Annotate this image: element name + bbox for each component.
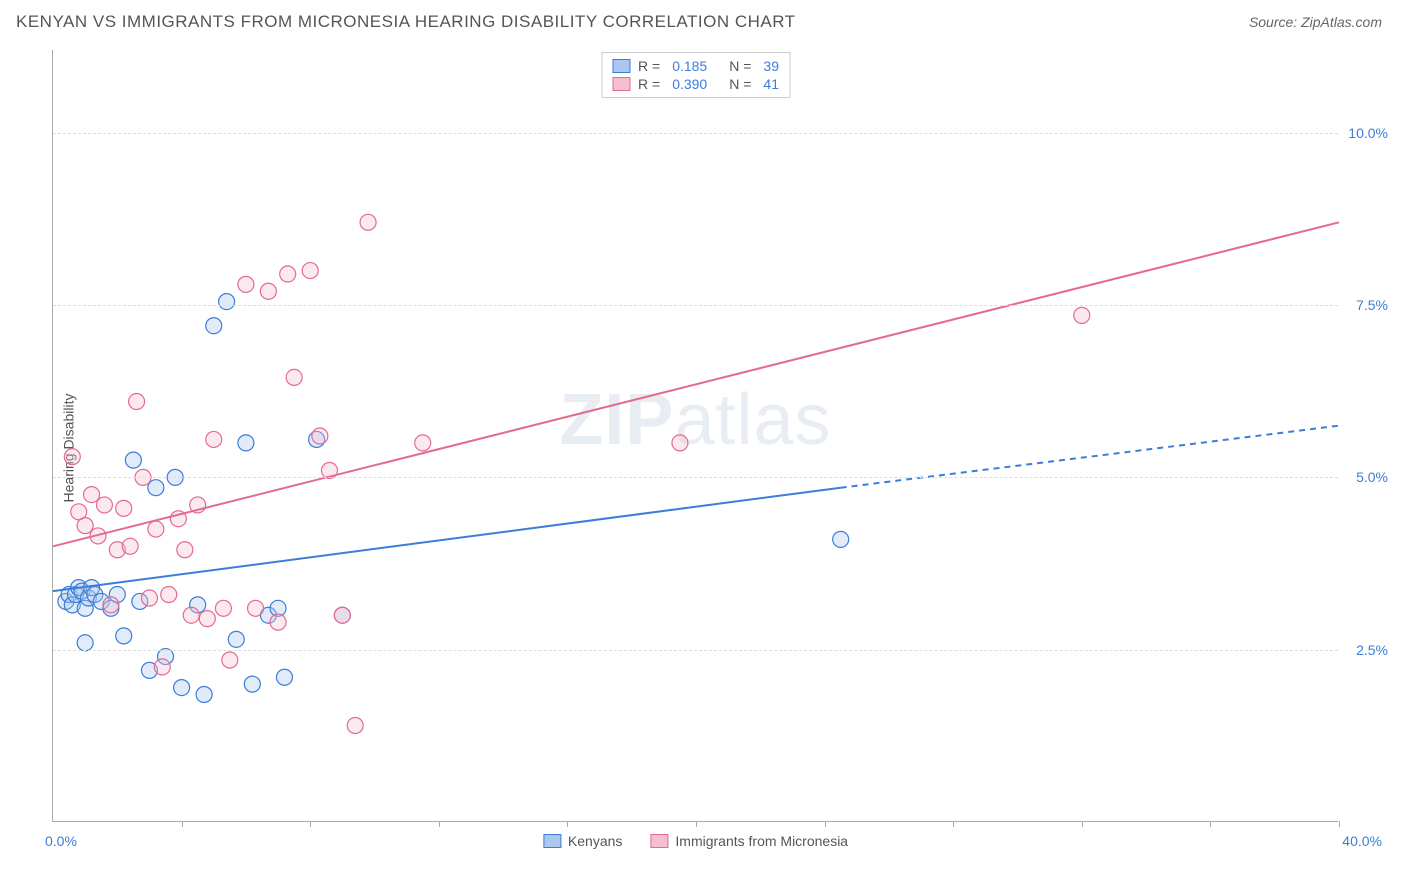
data-point (312, 428, 328, 444)
regression-line (53, 222, 1339, 546)
x-tick (182, 821, 183, 827)
data-point (174, 680, 190, 696)
data-point (276, 669, 292, 685)
data-point (238, 435, 254, 451)
legend-swatch (650, 834, 668, 848)
legend-n-value: 39 (763, 58, 779, 74)
data-point (222, 652, 238, 668)
data-point (215, 600, 231, 616)
data-point (116, 628, 132, 644)
y-tick-label: 7.5% (1342, 297, 1388, 313)
data-point (116, 500, 132, 516)
x-tick (1082, 821, 1083, 827)
gridline (53, 650, 1338, 651)
data-point (199, 611, 215, 627)
data-point (302, 263, 318, 279)
x-axis-min-label: 0.0% (45, 833, 77, 849)
data-point (1074, 307, 1090, 323)
data-point (238, 276, 254, 292)
data-point (286, 369, 302, 385)
series-name: Kenyans (568, 833, 622, 849)
x-tick (439, 821, 440, 827)
gridline (53, 477, 1338, 478)
legend-r-label: R = (638, 76, 660, 92)
data-point (64, 449, 80, 465)
data-point (833, 531, 849, 547)
scatter-plot-svg (53, 50, 1339, 822)
stats-legend-row: R = 0.390 N = 41 (612, 75, 779, 93)
regression-line (53, 488, 841, 591)
data-point (96, 497, 112, 513)
gridline (53, 133, 1338, 134)
source-attribution: Source: ZipAtlas.com (1249, 14, 1382, 30)
data-point (206, 318, 222, 334)
y-tick-label: 10.0% (1342, 125, 1388, 141)
x-tick (1210, 821, 1211, 827)
data-point (280, 266, 296, 282)
y-tick-label: 5.0% (1342, 469, 1388, 485)
data-point (206, 431, 222, 447)
data-point (177, 542, 193, 558)
data-point (103, 597, 119, 613)
regression-line-extrapolated (841, 426, 1339, 488)
plot-area: ZIPatlas R =0.185N =39R =0.390N =41 0.0%… (52, 50, 1338, 822)
legend-n-value: 41 (763, 76, 779, 92)
stats-legend-row: R = 0.185 N = 39 (612, 57, 779, 75)
legend-swatch (543, 834, 561, 848)
series-legend: Kenyans Immigrants from Micronesia (543, 833, 848, 849)
data-point (347, 718, 363, 734)
data-point (125, 452, 141, 468)
x-tick (567, 821, 568, 827)
data-point (260, 283, 276, 299)
legend-r-value: 0.185 (672, 58, 707, 74)
x-axis-max-label: 40.0% (1342, 833, 1382, 849)
data-point (148, 480, 164, 496)
x-tick (825, 821, 826, 827)
legend-swatch (612, 77, 630, 91)
y-tick-label: 2.5% (1342, 642, 1388, 658)
data-point (270, 614, 286, 630)
x-tick (696, 821, 697, 827)
legend-r-label: R = (638, 58, 660, 74)
stats-legend: R = 0.185 N = 39 R = 0.390 N = 41 (601, 52, 790, 98)
series-legend-item: Kenyans (543, 833, 622, 849)
legend-r-value: 0.390 (672, 76, 707, 92)
data-point (672, 435, 688, 451)
data-point (77, 635, 93, 651)
data-point (183, 607, 199, 623)
data-point (77, 518, 93, 534)
data-point (154, 659, 170, 675)
chart-title: KENYAN VS IMMIGRANTS FROM MICRONESIA HEA… (16, 12, 796, 32)
gridline (53, 305, 1338, 306)
data-point (228, 631, 244, 647)
chart-container: Hearing Disability ZIPatlas R =0.185N =3… (52, 50, 1392, 845)
series-legend-item: Immigrants from Micronesia (650, 833, 848, 849)
series-name: Immigrants from Micronesia (675, 833, 848, 849)
data-point (84, 487, 100, 503)
data-point (129, 394, 145, 410)
legend-n-label: N = (729, 58, 751, 74)
data-point (141, 590, 157, 606)
data-point (161, 587, 177, 603)
data-point (196, 686, 212, 702)
data-point (415, 435, 431, 451)
legend-n-label: N = (729, 76, 751, 92)
data-point (219, 294, 235, 310)
x-tick (310, 821, 311, 827)
data-point (248, 600, 264, 616)
data-point (360, 214, 376, 230)
data-point (122, 538, 138, 554)
data-point (244, 676, 260, 692)
x-tick (1339, 821, 1340, 827)
legend-swatch (612, 59, 630, 73)
data-point (334, 607, 350, 623)
data-point (148, 521, 164, 537)
x-tick (953, 821, 954, 827)
